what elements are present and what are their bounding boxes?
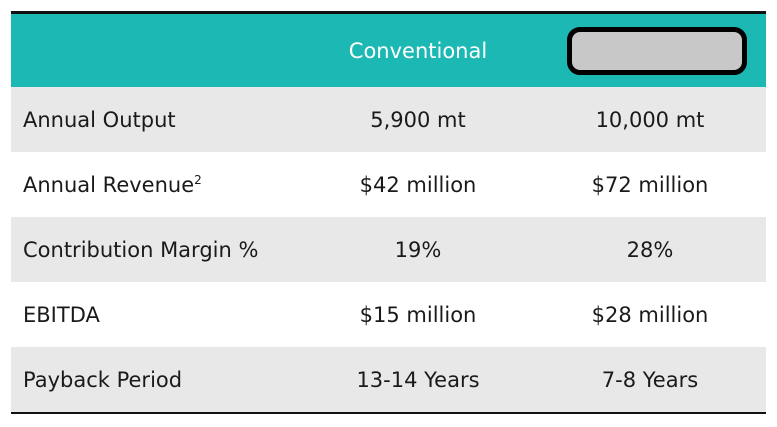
row-label: EBITDA [23, 302, 100, 327]
table-row: EBITDA $15 million $28 million [11, 282, 766, 347]
other-value: 10,000 mt [595, 107, 705, 132]
table-row: Annual Revenue2 $42 million $72 million [11, 152, 766, 217]
conventional-value: 13-14 Years [356, 367, 480, 392]
other-value: $72 million [591, 172, 709, 197]
header-redacted-cell [534, 26, 766, 75]
redaction-box [567, 26, 747, 75]
table-row: Contribution Margin % 19% 28% [11, 217, 766, 282]
table-header-row: Conventional [11, 14, 766, 87]
table-row: Payback Period 13-14 Years 7-8 Years [11, 347, 766, 412]
conventional-value: 19% [394, 237, 442, 262]
conventional-value: 5,900 mt [370, 107, 466, 132]
row-label: Annual Output [23, 107, 176, 132]
conventional-value: $42 million [359, 172, 477, 197]
other-value: $28 million [591, 302, 709, 327]
table-row: Annual Output 5,900 mt 10,000 mt [11, 87, 766, 152]
other-value: 7-8 Years [601, 367, 699, 392]
footnote-marker: 2 [194, 172, 202, 187]
comparison-table: Conventional Annual Output 5,900 mt 10,0… [11, 11, 766, 414]
conventional-value: $15 million [359, 302, 477, 327]
header-conventional: Conventional [348, 38, 488, 63]
row-label: Annual Revenue2 [23, 172, 202, 197]
other-value: 28% [626, 237, 674, 262]
row-label: Payback Period [23, 367, 183, 392]
row-label: Contribution Margin % [23, 237, 259, 262]
